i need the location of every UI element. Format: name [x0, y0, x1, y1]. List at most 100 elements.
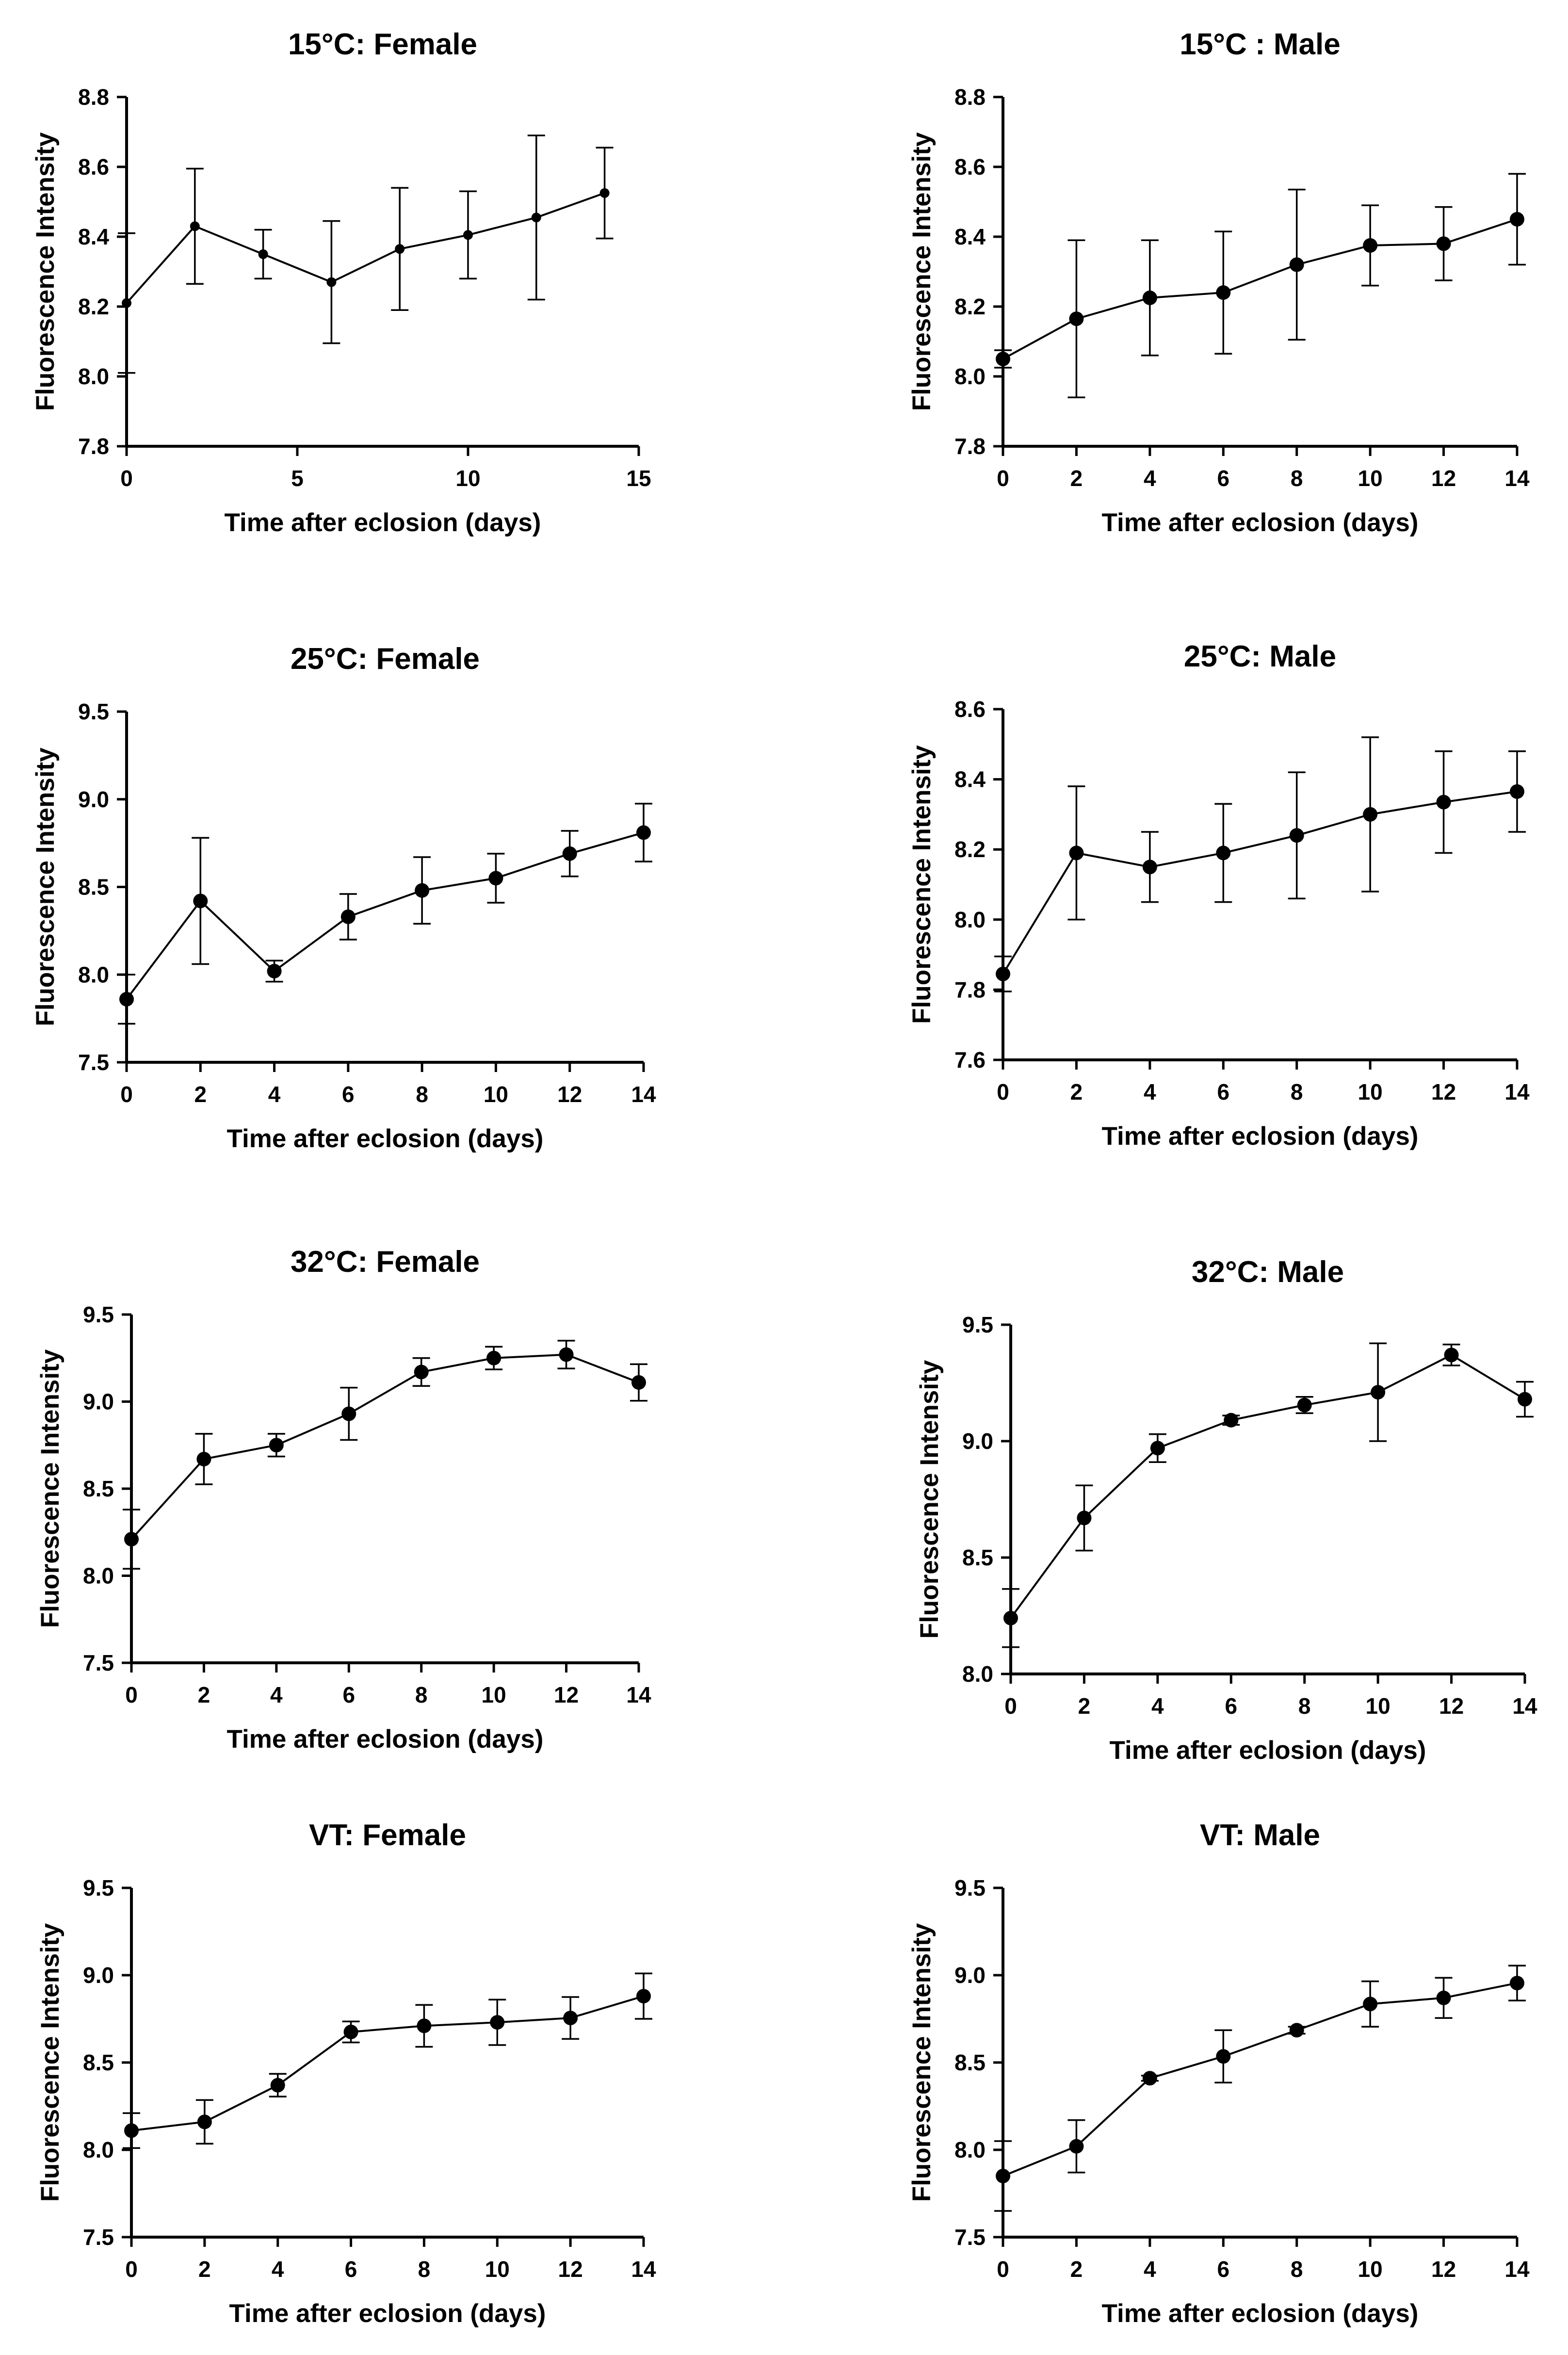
data-point [1436, 1990, 1451, 2005]
series-line [1002, 1982, 1518, 2177]
x-tick-label: 8 [418, 2257, 431, 2282]
y-tick-label: 9.0 [83, 1389, 114, 1414]
data-point [1436, 795, 1451, 810]
chart-title: 25°C: Male [1184, 640, 1336, 673]
chart-panel-1: 15°C: Female 7.8 8.0 8.2 8.4 8.6 8.8 0 5 10 15 Time… [31, 28, 651, 537]
y-tick-label: 9.0 [83, 1963, 114, 1988]
x-axis-label: Time after eclosion (days) [1102, 508, 1419, 537]
data-point [563, 2011, 578, 2026]
chart-panel-6: 32°C: Male 8.0 8.5 9.0 9.5 0 2 4 6 8 10 12 14 Time af… [915, 1255, 1537, 1765]
data-point [1289, 257, 1304, 272]
data-point [124, 1532, 139, 1547]
y-tick-label: 9.0 [78, 787, 109, 812]
x-tick-label: 10 [485, 2257, 510, 2282]
chart-title: 15°C: Female [288, 28, 477, 61]
y-tick-label: 7.5 [83, 1650, 114, 1675]
x-tick-label: 0 [997, 466, 1009, 491]
data-point [267, 964, 282, 979]
series-line [126, 831, 644, 1000]
x-tick-label: 2 [1070, 1079, 1083, 1104]
data-point [996, 352, 1010, 366]
x-tick-label: 14 [1504, 466, 1530, 491]
y-axis-label: Fluorescence Intensity [915, 1360, 944, 1639]
data-point [996, 966, 1010, 981]
x-tick-label: 0 [125, 1682, 138, 1707]
data-point [636, 825, 651, 840]
data-point [559, 1347, 574, 1362]
data-point [1077, 1510, 1092, 1526]
chart-panel-5: 32°C: Female 7.5 8.0 8.5 9.0 9.5 0 2 4 6 8 10 12 14 Ti… [36, 1245, 651, 1754]
data-point [486, 1350, 501, 1365]
data-point [270, 2078, 285, 2093]
data-point [340, 909, 356, 924]
data-point [562, 846, 577, 861]
data-point [1371, 1385, 1386, 1400]
data-point [488, 871, 503, 886]
x-tick-label: 2 [1070, 466, 1083, 491]
x-tick-label: 10 [1358, 2257, 1383, 2282]
data-point [996, 2169, 1010, 2183]
data-point [258, 249, 268, 259]
y-tick-label: 7.5 [78, 1050, 109, 1075]
y-tick-label: 8.0 [78, 364, 109, 389]
x-tick-label: 6 [1225, 1693, 1237, 1719]
x-tick-label: 5 [291, 466, 304, 491]
y-tick-label: 8.4 [78, 224, 109, 249]
x-tick-label: 12 [1439, 1693, 1464, 1719]
data-point [1224, 1413, 1239, 1428]
chart-panel-4: 25°C: Male 7.6 7.8 8.0 8.2 8.4 8.6 0 2 4 6 8 10 12 14 T… [907, 640, 1530, 1151]
x-tick-label: 2 [198, 1682, 210, 1707]
x-tick-label: 8 [415, 1682, 428, 1707]
x-axis-label: Time after eclosion (days) [1110, 1736, 1426, 1765]
x-tick-label: 4 [270, 1682, 283, 1707]
x-tick-label: 6 [1217, 466, 1229, 491]
series-line [1010, 1354, 1526, 1619]
y-tick-label: 8.2 [78, 294, 109, 319]
data-point [1363, 807, 1378, 822]
data-point [1142, 2071, 1157, 2086]
data-point [190, 221, 200, 231]
data-point [122, 298, 131, 308]
x-tick-label: 4 [272, 2257, 284, 2282]
x-tick-label: 14 [1512, 1693, 1537, 1719]
x-tick-label: 12 [1431, 1079, 1456, 1104]
y-tick-label: 8.0 [954, 907, 986, 932]
y-tick-label: 7.8 [78, 434, 109, 459]
chart-title: VT: Male [1200, 1819, 1320, 1852]
x-axis-label: Time after eclosion (days) [1102, 2299, 1419, 2328]
x-tick-label: 12 [557, 1082, 582, 1107]
data-point [414, 1364, 429, 1380]
y-axis-label: Fluorescence Intensity [31, 132, 60, 411]
y-tick-label: 8.4 [954, 224, 986, 249]
chart-panel-8: VT: Male 7.5 8.0 8.5 9.0 9.5 0 2 4 6 8 10 12 14 Time a… [907, 1819, 1530, 2328]
x-tick-label: 2 [1078, 1693, 1091, 1719]
y-tick-label: 8.0 [83, 2137, 114, 2162]
y-tick-label: 7.5 [954, 2225, 986, 2250]
data-point [1142, 291, 1157, 305]
data-point [196, 1451, 211, 1466]
x-tick-label: 10 [484, 1082, 508, 1107]
chart-title: 32°C: Male [1192, 1255, 1344, 1289]
x-tick-label: 4 [1151, 1693, 1164, 1719]
x-axis-label: Time after eclosion (days) [225, 508, 541, 537]
data-point [1216, 285, 1231, 300]
y-axis-label: Fluorescence Intensity [36, 1923, 65, 2202]
data-point [417, 2018, 432, 2033]
x-tick-label: 14 [626, 1682, 651, 1707]
x-tick-label: 8 [416, 1082, 428, 1107]
y-tick-label: 8.0 [954, 364, 986, 389]
data-point [636, 1989, 651, 2004]
x-axis-label: Time after eclosion (days) [229, 2299, 546, 2328]
y-tick-label: 8.0 [83, 1563, 114, 1589]
x-tick-label: 10 [455, 466, 480, 491]
x-tick-label: 0 [120, 1082, 133, 1107]
y-tick-label: 9.5 [78, 699, 109, 724]
chart-panel-2: 15°C : Male 7.8 8.0 8.2 8.4 8.6 8.8 0 2 4 6 8 10 12 14… [907, 28, 1530, 537]
x-axis-label: Time after eclosion (days) [227, 1725, 544, 1754]
data-point [1216, 2049, 1231, 2064]
data-point [1297, 1397, 1312, 1413]
x-tick-label: 4 [1144, 466, 1156, 491]
x-tick-label: 2 [198, 2257, 211, 2282]
x-tick-label: 0 [1004, 1693, 1017, 1719]
